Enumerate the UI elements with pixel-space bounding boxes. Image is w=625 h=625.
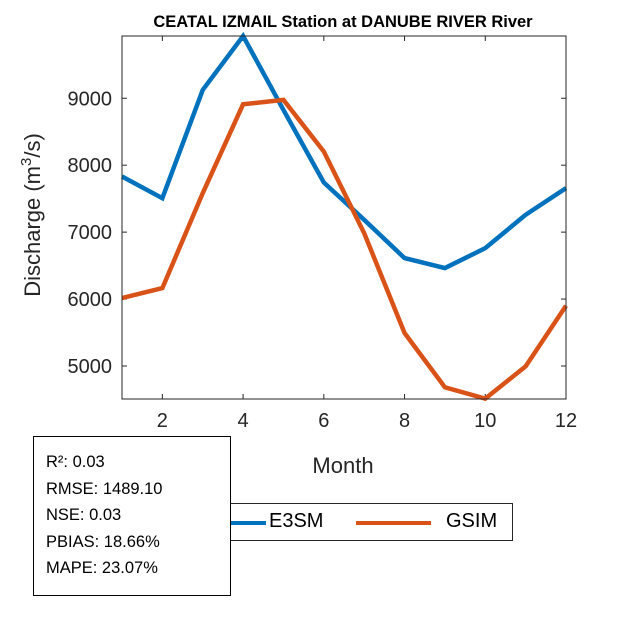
stats-box: R²: 0.03 RMSE: 1489.10 NSE: 0.03 PBIAS: …: [33, 436, 231, 596]
legend-line-e3sm: [231, 521, 266, 525]
legend-label-e3sm: E3SM: [269, 510, 324, 532]
x-tick-label: 12: [555, 410, 577, 432]
chart-title: CEATAL IZMAIL Station at DANUBE RIVER Ri…: [153, 13, 533, 31]
y-axis-label: Discharge (m3/s): [18, 133, 45, 297]
y-tick-label: 5000: [68, 356, 113, 378]
stat-mape: MAPE: 23.07%: [46, 559, 158, 577]
x-tick-label: 8: [399, 410, 410, 432]
axes-box: [121, 35, 567, 400]
stat-nse: NSE: 0.03: [46, 506, 122, 524]
y-tick-label: 7000: [68, 222, 113, 244]
plot-area: 2 4 6 8 10 12 5000 6000 7000 8000 9000: [68, 31, 577, 432]
legend-line-gsim: [356, 521, 431, 525]
series-line-e3sm: [120, 31, 568, 271]
y-tick-label: 8000: [68, 155, 113, 177]
legend-label-gsim: GSIM: [446, 510, 498, 532]
stat-rmse: RMSE: 1489.10: [46, 479, 163, 498]
x-tick-label: 10: [474, 410, 496, 432]
stat-r2: R²: 0.03: [46, 453, 105, 471]
x-tick-label: 6: [318, 410, 329, 432]
series-line-gsim: [121, 97, 568, 402]
y-tick-label: 9000: [68, 88, 113, 110]
x-tick-label: 4: [238, 410, 249, 432]
legend: E3SM GSIM: [228, 503, 513, 541]
x-tick-label: 2: [157, 410, 168, 432]
stat-pbias: PBIAS: 18.66%: [46, 532, 160, 551]
x-axis-label: Month: [312, 453, 373, 478]
y-tick-label: 6000: [68, 289, 113, 311]
